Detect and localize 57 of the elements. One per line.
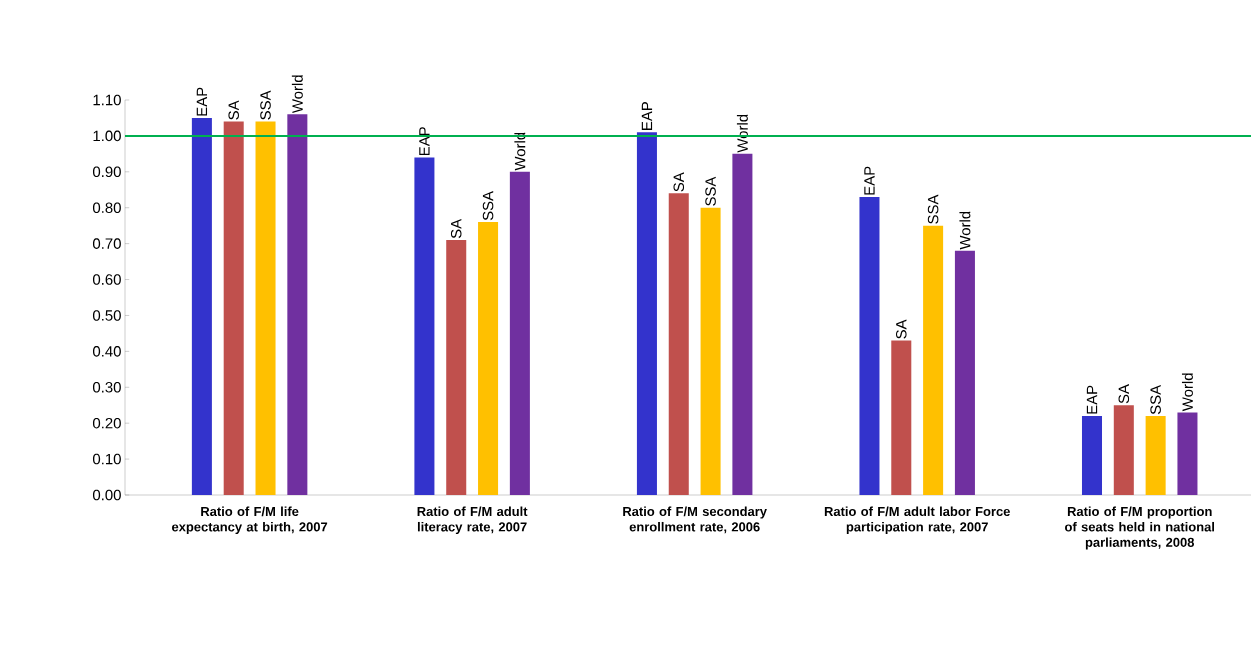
bar xyxy=(923,225,944,495)
bar xyxy=(446,240,467,495)
text: SA xyxy=(450,218,462,239)
text: SA xyxy=(228,100,239,120)
text: SA xyxy=(673,172,685,192)
text: EAP xyxy=(864,166,875,195)
bar xyxy=(287,114,308,495)
bar xyxy=(859,196,880,495)
text: SSA xyxy=(1150,384,1161,415)
y-tick-label: 0.90 xyxy=(92,166,121,178)
y-tick-label: 0.70 xyxy=(92,238,121,249)
bar xyxy=(478,222,499,495)
x-tick-label: Ratio of F/M adult literacy rate, 2007 xyxy=(417,506,528,535)
bar xyxy=(891,340,912,495)
y-tick-label: 0.50 xyxy=(92,310,121,321)
text: SSA xyxy=(260,90,271,120)
y-tick-label: 0.40 xyxy=(92,346,121,357)
x-tick-label: Ratio of F/M proportion of seats held in national parliaments, 2008 xyxy=(1065,506,1215,550)
bar xyxy=(1177,412,1198,495)
x-tick-label: Ratio of F/M adult labor Force participation rate, 2007 xyxy=(824,506,1010,535)
text: SSA xyxy=(482,191,494,221)
text: EAP xyxy=(1086,385,1098,414)
bar xyxy=(1081,416,1102,495)
text: World xyxy=(1181,373,1193,412)
y-tick-label: 1.10 xyxy=(93,94,121,106)
text: SSA xyxy=(927,194,939,224)
bar xyxy=(732,153,753,495)
x-tick-label: Ratio of F/M secondary enrollment rate, 2006 xyxy=(623,506,767,534)
text: World xyxy=(736,114,748,153)
y-tick-label: 0.30 xyxy=(92,381,121,393)
text: EAP xyxy=(419,127,430,156)
bar xyxy=(223,121,244,495)
y-tick-label: 0.20 xyxy=(92,417,121,429)
bar xyxy=(191,117,212,495)
bar xyxy=(636,132,657,495)
y-tick-label: 1.00 xyxy=(93,130,121,142)
text: EAP xyxy=(196,87,208,116)
text: World xyxy=(959,211,971,250)
text: World xyxy=(291,75,303,114)
text: EAP xyxy=(641,102,653,130)
x-tick-label: Ratio of F/M life expectancy at birth, 2007 xyxy=(172,506,328,535)
bar xyxy=(1145,416,1166,495)
y-tick-label: 0.00 xyxy=(92,489,121,501)
text: SA xyxy=(1118,384,1130,404)
bar xyxy=(509,171,530,495)
bar xyxy=(954,250,975,495)
text: SA xyxy=(895,319,907,339)
y-tick-label: 0.10 xyxy=(92,453,121,465)
bar xyxy=(255,121,276,495)
bar xyxy=(1113,405,1134,495)
text: World xyxy=(514,132,526,171)
bar xyxy=(414,157,435,495)
bar xyxy=(700,207,721,495)
text: SSA xyxy=(705,176,716,206)
bar xyxy=(668,193,689,495)
y-tick-label: 0.80 xyxy=(92,202,121,214)
y-tick-label: 0.60 xyxy=(92,274,121,285)
